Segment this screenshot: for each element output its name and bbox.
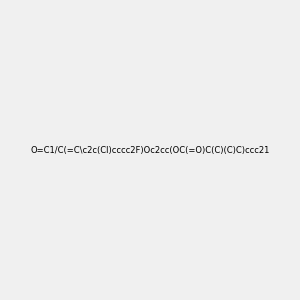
Text: O=C1/C(=C\c2c(Cl)cccc2F)Oc2cc(OC(=O)C(C)(C)C)ccc21: O=C1/C(=C\c2c(Cl)cccc2F)Oc2cc(OC(=O)C(C)…: [30, 146, 270, 154]
